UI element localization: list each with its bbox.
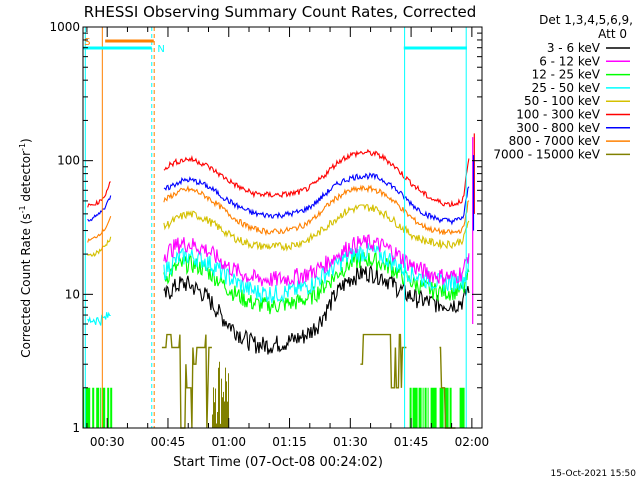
n-label: N [157,44,164,55]
series-300-800-kev-pass [163,172,470,226]
series-6-12-kev-pass [163,234,470,287]
series-800-7000-kev-pass [163,184,470,237]
y-axis-label-sup2: -1 [18,143,27,151]
plot-area: S N 1 10 100 1000 00:30 00:45 01:00 01:15 01:30 01:… [49,20,489,449]
legend-label-100-300-kev: 100 - 300 keV [516,108,600,122]
series-3-6-kev-pass [163,264,470,355]
x-tick-label-6: 02:00 [455,435,490,449]
y-axis-label-part3: ) [19,138,33,143]
series-50-100-kev-pass [163,203,470,252]
y-axis-label-sup1: -1 [18,205,27,213]
y-tick-label-3: 1000 [49,20,80,34]
series-low-green-0 [83,387,113,428]
series-100-300-kev-pass [163,148,470,208]
legend-label-6-12-kev: 6 - 12 keV [539,54,601,68]
legend-label-50-100-kev: 50 - 100 keV [524,94,601,108]
x-tick-label-3: 01:15 [272,435,307,449]
legend-label-3-6-kev: 3 - 6 keV [547,41,601,55]
series-300-800-kev-pre [87,195,112,222]
x-tick-label-0: 00:30 [90,435,125,449]
plot-frame [82,26,483,429]
x-tick-label-4: 01:30 [333,435,368,449]
chart-title: RHESSI Observing Summary Count Rates, Co… [84,3,477,21]
x-axis-label: Start Time (07-Oct-08 00:24:02) [173,455,383,470]
legend-header-line1: Det 1,3,4,5,6,9, [539,13,633,27]
x-tick-label-5: 01:45 [394,435,429,449]
y-axis-label-part2: detector [19,151,33,206]
legend-label-25-50-kev: 25 - 50 keV [532,81,601,95]
series-12-25-kev-pass [163,252,470,315]
series-low-green-1 [409,387,465,428]
series-50-100-kev-pre [87,236,112,257]
series-25-50-kev-pre [87,311,111,326]
x-tick-label-1: 00:45 [151,435,186,449]
series-100-300-kev-pre [87,181,111,208]
y-axis-label: Corrected Count Rate (s-1 detector-1) [18,138,33,357]
y-tick-label-2: 100 [57,154,80,168]
y-tick-label-1: 10 [65,287,80,301]
y-tick-label-0: 1 [72,421,80,435]
series-800-7000-kev-pre [87,216,112,243]
legend-header-line2: Att 0 [598,27,627,41]
x-tick-label-2: 01:00 [211,435,246,449]
timestamp: 15-Oct-2021 15:50 [551,469,637,479]
series-7000-15000-kev-segment-0 [161,333,212,429]
s-label: S [84,37,90,48]
legend-label-300-800-kev: 300 - 800 keV [516,121,600,135]
legend-label-800-7000-kev: 800 - 7000 keV [509,134,601,148]
series-7000-15000-kev-segment-1 [360,333,407,389]
y-axis-label-part1: Corrected Count Rate (s [19,213,33,357]
legend-label-7000-15000-kev: 7000 - 15000 keV [493,147,600,161]
series-7000-15000-kev-tail [212,361,229,428]
legend-label-12-25-kev: 12 - 25 keV [532,68,601,82]
